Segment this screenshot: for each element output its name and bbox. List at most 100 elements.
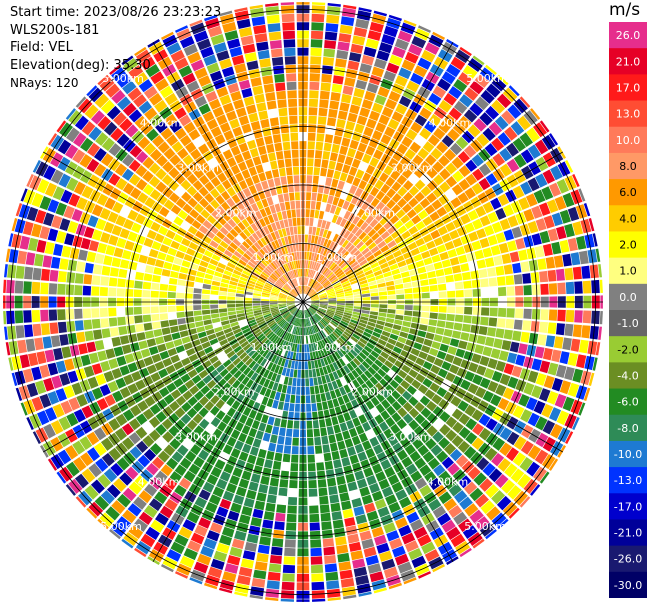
velocity-gate (451, 330, 462, 339)
velocity-gate (210, 188, 220, 199)
range-ring-label: 2.00km (213, 386, 255, 399)
velocity-gate (265, 244, 272, 253)
velocity-gate (235, 297, 244, 301)
colorbar-tick-label: 13.0 (616, 108, 641, 121)
velocity-gate (562, 192, 575, 208)
velocity-gate (355, 79, 368, 90)
velocity-gate (245, 357, 254, 366)
velocity-gate (361, 383, 370, 393)
velocity-gate (280, 246, 286, 255)
velocity-gate (256, 333, 265, 341)
velocity-gate (312, 226, 317, 236)
velocity-gate (351, 399, 360, 409)
velocity-gate (294, 403, 300, 412)
velocity-gate (404, 220, 415, 230)
velocity-gate (93, 427, 107, 441)
velocity-gate (294, 234, 299, 243)
velocity-gate (311, 192, 317, 201)
velocity-gate (373, 587, 387, 594)
velocity-gate (99, 307, 108, 318)
colorbar-tick-label: 4.0 (619, 212, 637, 225)
velocity-gate (502, 204, 515, 217)
velocity-gate (106, 105, 121, 120)
velocity-gate (216, 506, 229, 518)
velocity-gate (177, 147, 189, 160)
velocity-gate (264, 267, 272, 275)
velocity-gate (564, 267, 574, 281)
velocity-gate (299, 251, 302, 260)
velocity-gate (274, 355, 280, 365)
velocity-gate (166, 42, 182, 55)
velocity-gate (464, 289, 473, 298)
velocity-gate (109, 529, 121, 540)
velocity-gate (409, 450, 421, 463)
velocity-gate (356, 10, 372, 21)
velocity-gate (438, 398, 450, 410)
velocity-gate (138, 340, 148, 350)
velocity-gate (190, 88, 204, 100)
velocity-gate (375, 403, 385, 414)
velocity-gate (370, 335, 379, 342)
velocity-gate (387, 290, 396, 295)
velocity-gate (379, 378, 389, 388)
velocity-gate (342, 85, 354, 96)
velocity-gate (414, 563, 430, 576)
velocity-gate (426, 240, 436, 250)
velocity-gate (441, 259, 451, 268)
velocity-gate (361, 290, 370, 294)
velocity-gate (238, 259, 247, 267)
velocity-gate (272, 335, 279, 344)
velocity-gate (226, 197, 236, 208)
velocity-gate (329, 390, 337, 400)
velocity-gate (289, 244, 294, 253)
velocity-gate (465, 432, 478, 445)
velocity-gate (449, 142, 463, 156)
velocity-gate (190, 22, 206, 35)
velocity-gate (238, 115, 250, 126)
velocity-gate (135, 271, 145, 281)
velocity-gate (262, 349, 270, 358)
velocity-gate (364, 357, 374, 366)
velocity-gate (171, 141, 184, 153)
velocity-gate (472, 55, 485, 66)
velocity-gate (149, 443, 162, 456)
velocity-gate (42, 255, 53, 268)
velocity-gate (463, 351, 474, 361)
velocity-gate (161, 564, 174, 573)
velocity-gate (298, 310, 301, 318)
velocity-gate (314, 324, 319, 333)
velocity-gate (39, 393, 52, 408)
velocity-gate (298, 327, 301, 336)
velocity-gate (471, 279, 481, 288)
velocity-gate (308, 343, 312, 352)
velocity-gate (335, 58, 347, 68)
velocity-gate (287, 304, 296, 309)
velocity-gate (296, 286, 301, 295)
velocity-gate (504, 126, 518, 141)
velocity-gate (272, 313, 281, 318)
velocity-gate (135, 165, 148, 178)
velocity-gate (469, 487, 484, 502)
velocity-gate (479, 377, 491, 389)
velocity-gate (311, 299, 320, 302)
velocity-gate (257, 239, 265, 248)
velocity-gate (290, 270, 295, 279)
velocity-gate (177, 444, 189, 457)
velocity-gate (353, 87, 365, 98)
velocity-gate (101, 137, 115, 152)
velocity-gate (210, 558, 225, 570)
velocity-gate (557, 282, 566, 295)
velocity-gate (453, 273, 463, 282)
velocity-gate (286, 209, 292, 219)
velocity-gate (204, 250, 214, 258)
velocity-gate (264, 315, 273, 320)
velocity-gate (217, 216, 227, 226)
velocity-gate (387, 240, 397, 249)
velocity-gate (344, 293, 353, 297)
velocity-gate (396, 143, 408, 155)
velocity-gate (287, 359, 292, 369)
velocity-gate (355, 366, 363, 376)
velocity-gate (201, 509, 215, 521)
velocity-gate (296, 286, 300, 295)
